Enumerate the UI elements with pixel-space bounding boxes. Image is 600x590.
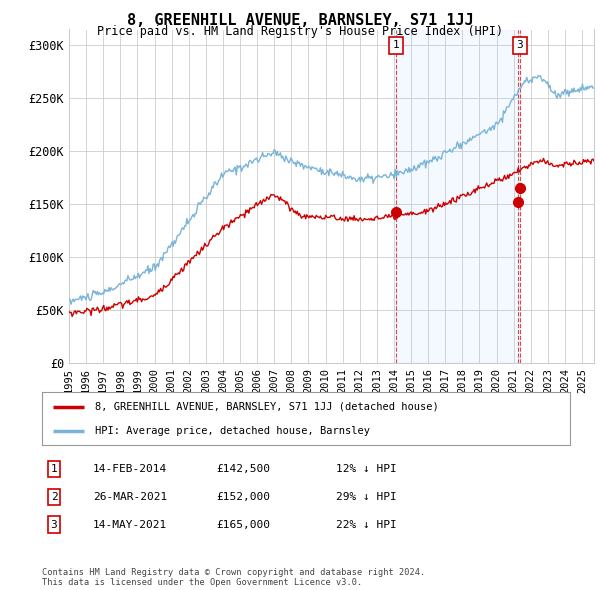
Text: 22% ↓ HPI: 22% ↓ HPI <box>336 520 397 529</box>
Bar <box>396 30 520 363</box>
Text: 26-MAR-2021: 26-MAR-2021 <box>93 492 167 502</box>
Text: £152,000: £152,000 <box>216 492 270 502</box>
Text: 8, GREENHILL AVENUE, BARNSLEY, S71 1JJ (detached house): 8, GREENHILL AVENUE, BARNSLEY, S71 1JJ (… <box>95 402 439 412</box>
Text: Contains HM Land Registry data © Crown copyright and database right 2024.
This d: Contains HM Land Registry data © Crown c… <box>42 568 425 587</box>
Text: 3: 3 <box>517 40 523 50</box>
Text: 12% ↓ HPI: 12% ↓ HPI <box>336 464 397 474</box>
Text: 3: 3 <box>50 520 58 529</box>
Text: 14-MAY-2021: 14-MAY-2021 <box>93 520 167 529</box>
Text: 2: 2 <box>50 492 58 502</box>
Text: £165,000: £165,000 <box>216 520 270 529</box>
Text: 14-FEB-2014: 14-FEB-2014 <box>93 464 167 474</box>
Text: £142,500: £142,500 <box>216 464 270 474</box>
Text: HPI: Average price, detached house, Barnsley: HPI: Average price, detached house, Barn… <box>95 426 370 436</box>
Text: 29% ↓ HPI: 29% ↓ HPI <box>336 492 397 502</box>
Text: 1: 1 <box>392 40 400 50</box>
Text: 1: 1 <box>50 464 58 474</box>
Text: 8, GREENHILL AVENUE, BARNSLEY, S71 1JJ: 8, GREENHILL AVENUE, BARNSLEY, S71 1JJ <box>127 13 473 28</box>
Text: Price paid vs. HM Land Registry's House Price Index (HPI): Price paid vs. HM Land Registry's House … <box>97 25 503 38</box>
